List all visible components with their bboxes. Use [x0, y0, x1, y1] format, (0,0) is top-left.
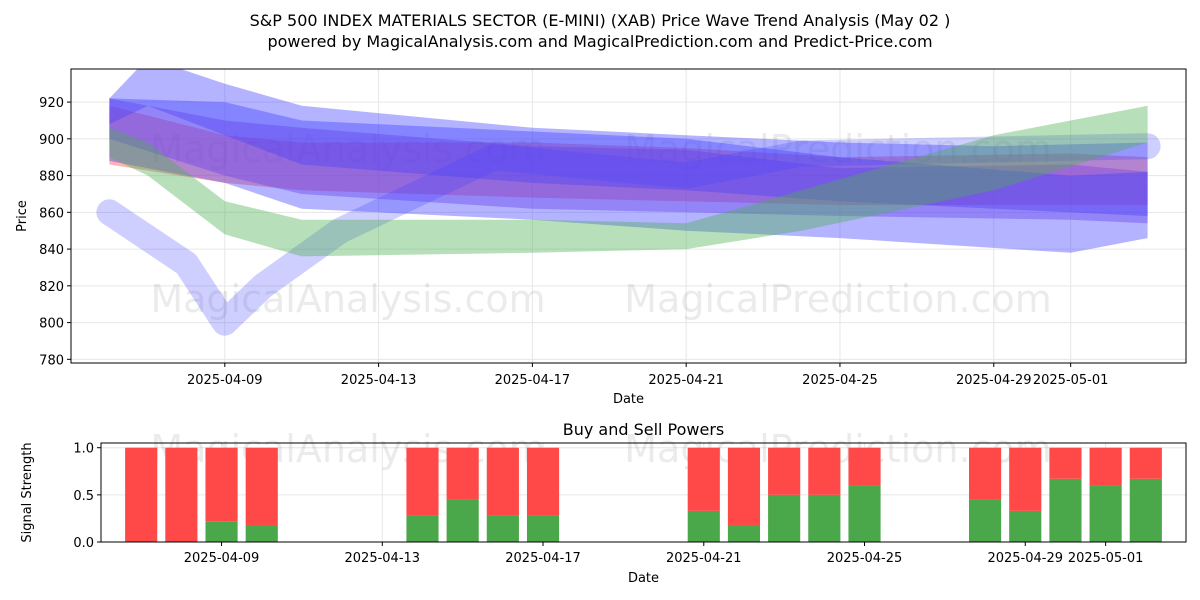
y-axis-label: Price — [15, 200, 30, 232]
y-tick-label: 920 — [39, 96, 64, 111]
sell-bar — [1129, 447, 1162, 479]
signal-frame — [100, 442, 1187, 543]
signal-x-tick-label: 2025-04-25 — [827, 551, 903, 566]
signal-x-axis-label: Date — [628, 571, 659, 586]
y-tick-label: 900 — [39, 133, 64, 148]
signal-y-tick-label: 0.0 — [73, 536, 94, 551]
buy-bar — [808, 494, 841, 542]
y-tick-label: 840 — [39, 243, 64, 258]
signal-x-tick-label: 2025-04-29 — [987, 551, 1063, 566]
watermark-text: MagicalPrediction.com — [624, 127, 1052, 171]
signal-y-tick-label: 0.5 — [73, 489, 94, 504]
sell-bar — [406, 447, 439, 516]
y-tick-label: 860 — [39, 206, 64, 221]
buy-bar — [526, 515, 560, 542]
buy-bar — [768, 494, 801, 542]
sell-bar — [768, 447, 801, 495]
sell-bar — [125, 447, 158, 542]
sell-bar — [245, 447, 278, 526]
buy-bar — [486, 515, 519, 542]
buy-bar — [848, 485, 881, 542]
buy-bar — [727, 525, 761, 542]
sell-bar — [727, 447, 761, 526]
sell-bar — [165, 447, 198, 542]
x-tick-label: 2025-04-13 — [341, 373, 417, 388]
sell-bar — [1009, 447, 1042, 511]
trend-band-blue — [109, 69, 1148, 216]
signal-y-tick-label: 1.0 — [73, 442, 94, 457]
sell-bar — [1089, 447, 1122, 486]
signal-axes: MagicalAnalysis.comMagicalPrediction.com… — [20, 420, 1187, 586]
signal-x-tick-label: 2025-04-21 — [666, 551, 742, 566]
signal-title: Buy and Sell Powers — [563, 420, 725, 439]
buy-bar — [1129, 478, 1162, 542]
watermark-text: MagicalAnalysis.com — [150, 277, 545, 321]
price-axes: MagicalAnalysis.com MagicalPrediction.com… — [15, 68, 1187, 407]
y-tick-label: 820 — [39, 280, 64, 295]
trend-band-purple — [109, 98, 1148, 224]
signal-y-axis-label: Signal Strength — [20, 442, 35, 542]
trend-band-blue — [109, 98, 1148, 253]
sell-bar — [687, 447, 720, 511]
x-tick-label: 2025-04-17 — [495, 373, 571, 388]
trend-band-blue — [96, 133, 1161, 336]
chart-subtitle: powered by MagicalAnalysis.com and Magic… — [267, 32, 932, 51]
watermark-text: MagicalAnalysis.com — [150, 127, 545, 171]
x-axis-label: Date — [613, 392, 644, 407]
signal-x-tick-label: 2025-05-01 — [1068, 551, 1144, 566]
trend-band-green — [109, 105, 1148, 257]
buy-bar — [1049, 478, 1082, 542]
trend-band-red — [109, 105, 1148, 205]
sell-bar — [486, 447, 519, 516]
x-tick-label: 2025-04-21 — [648, 373, 724, 388]
sell-bar — [848, 447, 881, 486]
y-tick-label: 780 — [39, 353, 64, 368]
x-tick-label: 2025-05-01 — [1033, 373, 1109, 388]
signal-background — [101, 443, 1186, 542]
plot-frame — [70, 68, 1187, 364]
buy-bar — [1089, 485, 1122, 542]
signal-x-tick-label: 2025-04-09 — [184, 551, 260, 566]
x-tick-label: 2025-04-29 — [956, 373, 1032, 388]
sell-bar — [205, 447, 238, 522]
buy-bar — [1009, 510, 1042, 542]
signal-x-tick-label: 2025-04-13 — [345, 551, 421, 566]
y-tick-label: 880 — [39, 170, 64, 185]
sell-bar — [969, 447, 1002, 500]
buy-bar — [969, 499, 1002, 542]
buy-bar — [205, 521, 238, 542]
sell-bar — [446, 447, 479, 500]
buy-bar — [245, 525, 278, 542]
buy-bar — [446, 499, 479, 542]
sell-bar — [1049, 447, 1082, 479]
x-tick-label: 2025-04-25 — [802, 373, 878, 388]
y-tick-label: 800 — [39, 317, 64, 332]
sell-bar — [526, 447, 560, 516]
buy-bar — [687, 510, 720, 542]
buy-bar — [406, 515, 439, 542]
sell-bar — [808, 447, 841, 495]
chart-title: S&P 500 INDEX MATERIALS SECTOR (E-MINI) … — [250, 11, 951, 30]
watermark-text: MagicalPrediction.com — [624, 277, 1052, 321]
signal-x-tick-label: 2025-04-17 — [505, 551, 581, 566]
plot-background — [71, 69, 1186, 363]
band-group — [96, 69, 1161, 336]
x-tick-label: 2025-04-09 — [187, 373, 263, 388]
